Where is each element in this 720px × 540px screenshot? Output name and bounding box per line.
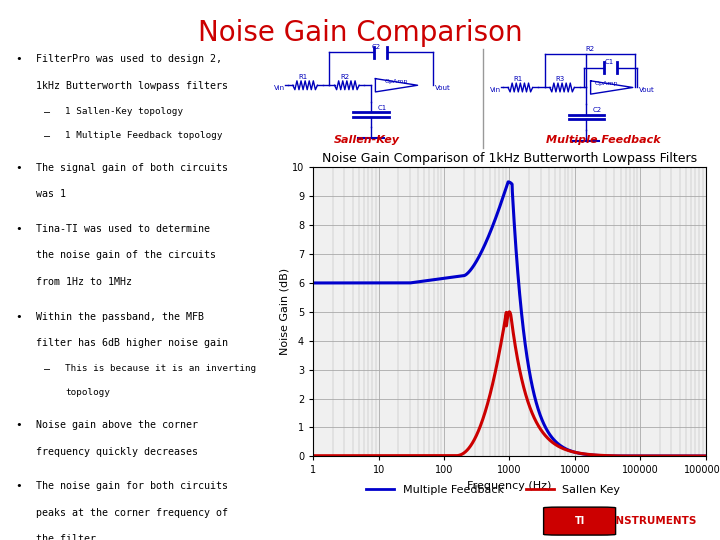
Text: Vout: Vout (639, 87, 654, 93)
FancyBboxPatch shape (544, 507, 616, 535)
Text: R3: R3 (556, 76, 564, 82)
Text: 1 Multiple Feedback topology: 1 Multiple Feedback topology (65, 131, 222, 140)
Text: •: • (15, 481, 22, 491)
Text: Vin: Vin (490, 87, 500, 93)
Text: R1: R1 (514, 76, 523, 82)
Text: The signal gain of both circuits: The signal gain of both circuits (36, 163, 228, 173)
Text: Within the passband, the MFB: Within the passband, the MFB (36, 312, 204, 321)
Text: 1 Sallen-Key topology: 1 Sallen-Key topology (65, 107, 183, 116)
Text: C1: C1 (605, 59, 614, 65)
Text: from 1Hz to 1MHz: from 1Hz to 1MHz (36, 277, 132, 287)
Text: was 1: was 1 (36, 189, 66, 199)
Sallen Key (618, 453, 626, 459)
Text: 1kHz Butterworth lowpass filters: 1kHz Butterworth lowpass filters (36, 80, 228, 91)
Text: Multiple Feedback: Multiple Feedback (546, 135, 661, 145)
Text: This is because it is an inverting: This is because it is an inverting (65, 364, 256, 374)
Multiple Feedback (309, 280, 318, 286)
Text: •: • (15, 224, 22, 234)
Multiple Feedback (701, 453, 710, 459)
Sallen Key (477, 422, 485, 428)
Text: Vin: Vin (274, 85, 286, 91)
Title: Noise Gain Comparison of 1kHz Butterworth Lowpass Filters: Noise Gain Comparison of 1kHz Butterwort… (322, 152, 697, 165)
Text: The noise gain for both circuits: The noise gain for both circuits (36, 481, 228, 491)
Text: R1: R1 (299, 73, 307, 79)
Text: •: • (15, 312, 22, 321)
Text: Sallen-Key: Sallen-Key (333, 135, 400, 145)
Sallen Key (694, 453, 703, 459)
Multiple Feedback (611, 453, 619, 459)
X-axis label: Frequency (Hz): Frequency (Hz) (467, 481, 552, 491)
Text: the noise gain of the circuits: the noise gain of the circuits (36, 251, 216, 260)
Sallen Key (377, 453, 385, 459)
Text: topology: topology (65, 388, 110, 397)
Text: Tina-TI was used to determine: Tina-TI was used to determine (36, 224, 210, 234)
Multiple Feedback (377, 280, 385, 286)
Text: Noise gain above the corner: Noise gain above the corner (36, 420, 198, 430)
Text: Noise Gain Comparison: Noise Gain Comparison (198, 19, 522, 47)
Text: R2: R2 (585, 46, 594, 52)
Multiple Feedback (477, 250, 485, 256)
Multiple Feedback (694, 453, 703, 459)
Multiple Feedback (354, 280, 362, 286)
Sallen Key (354, 453, 362, 459)
Text: filter has 6dB higher noise gain: filter has 6dB higher noise gain (36, 338, 228, 348)
Y-axis label: Noise Gain (dB): Noise Gain (dB) (279, 268, 289, 355)
Text: •: • (15, 54, 22, 64)
Text: C2: C2 (593, 107, 602, 113)
Text: •: • (15, 163, 22, 173)
Sallen Key (505, 309, 513, 315)
Text: peaks at the corner frequency of: peaks at the corner frequency of (36, 508, 228, 518)
Text: FilterPro was used to design 2,: FilterPro was used to design 2, (36, 54, 222, 64)
Line: Sallen Key: Sallen Key (313, 312, 706, 456)
Text: OpAmp: OpAmp (384, 79, 408, 84)
Text: TI: TI (575, 516, 585, 526)
Text: TEXAS INSTRUMENTS: TEXAS INSTRUMENTS (570, 516, 697, 526)
Sallen Key (309, 453, 318, 459)
Text: frequency quickly decreases: frequency quickly decreases (36, 447, 198, 457)
Text: –: – (44, 131, 50, 141)
Text: –: – (44, 107, 50, 117)
Text: R2: R2 (341, 73, 349, 79)
Multiple Feedback (652, 453, 660, 459)
Multiple Feedback (504, 179, 513, 185)
Sallen Key (459, 450, 468, 456)
Text: •: • (15, 420, 22, 430)
Line: Multiple Feedback: Multiple Feedback (313, 182, 706, 456)
Multiple Feedback (459, 273, 468, 279)
Text: OpAmp: OpAmp (595, 81, 618, 86)
Sallen Key (701, 453, 710, 459)
Text: C1: C1 (377, 105, 387, 111)
Text: the filter: the filter (36, 534, 96, 540)
Legend: Multiple Feedback, Sallen Key: Multiple Feedback, Sallen Key (361, 481, 625, 500)
Text: C2: C2 (372, 44, 381, 50)
Text: Vout: Vout (435, 85, 451, 91)
Text: –: – (44, 364, 50, 374)
Sallen Key (652, 453, 660, 459)
